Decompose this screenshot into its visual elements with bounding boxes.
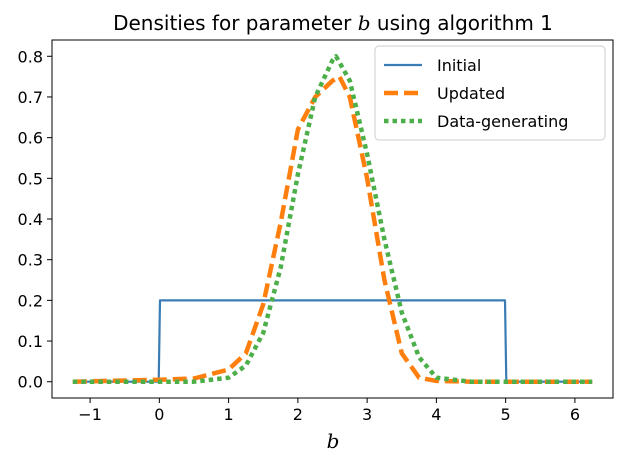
- legend-label-3: Data-generating: [437, 112, 568, 131]
- title-suffix: using algorithm 1: [371, 11, 553, 35]
- series-line-2: [72, 74, 593, 384]
- y-tick-label: 0.5: [18, 169, 43, 188]
- y-tick-label: 0.0: [18, 373, 43, 392]
- title-variable: b: [358, 11, 371, 35]
- y-tick-label: 0.3: [18, 251, 43, 270]
- legend: Initial Updated Data-generating: [374, 45, 606, 141]
- series-line-1: [72, 299, 593, 383]
- legend-label-2: Updated: [437, 84, 505, 103]
- x-tick-label: 3: [362, 405, 372, 424]
- x-tick-label: −1: [78, 405, 102, 424]
- legend-label-1: Initial: [437, 56, 481, 75]
- x-tick-label: 6: [570, 405, 580, 424]
- x-tick-label: 0: [154, 405, 164, 424]
- x-tick-label: 2: [293, 405, 303, 424]
- y-tick-label: 0.7: [18, 88, 43, 107]
- y-tick-label: 0.2: [18, 291, 43, 310]
- x-tick-label: 4: [431, 405, 441, 424]
- y-tick-label: 0.4: [18, 210, 43, 229]
- chart-title: Densities for parameter b using algorith…: [113, 11, 553, 35]
- title-prefix: Densities for parameter: [113, 11, 358, 35]
- x-ticks: −1 0 1 2 3 4 5 6: [78, 398, 580, 424]
- y-tick-label: 0.8: [18, 47, 43, 66]
- y-ticks: 0.0 0.1 0.2 0.3 0.4 0.5 0.6 0.7 0.8: [18, 47, 52, 392]
- y-tick-label: 0.1: [18, 332, 43, 351]
- x-tick-label: 5: [501, 405, 511, 424]
- x-tick-label: 1: [224, 405, 234, 424]
- y-tick-label: 0.6: [18, 129, 43, 148]
- x-axis-label: b: [327, 429, 340, 453]
- legend-box: [374, 45, 606, 141]
- series-layer: [72, 54, 593, 384]
